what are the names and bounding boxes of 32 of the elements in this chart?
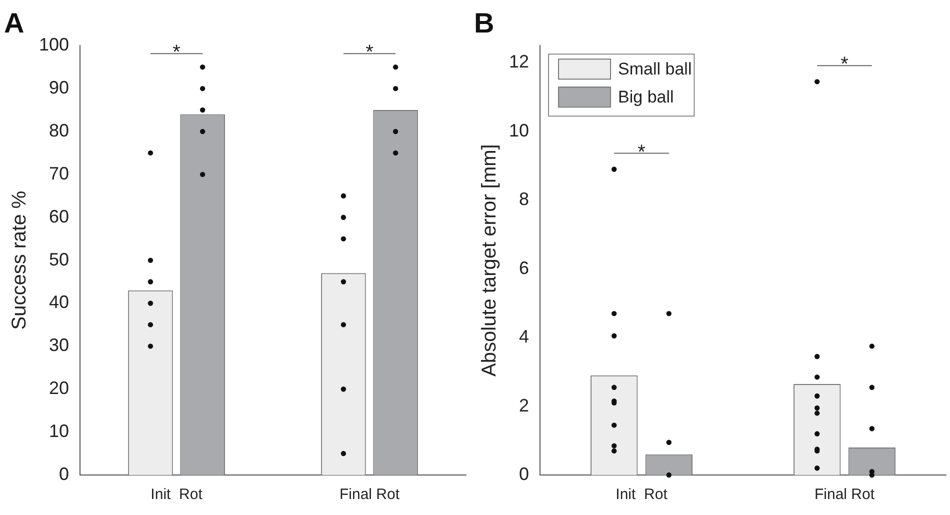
x-tick-label: Final Rot bbox=[814, 486, 876, 504]
y-tick-label: 20 bbox=[49, 378, 70, 398]
legend-label: Big ball bbox=[618, 87, 674, 106]
y-tick-label: 60 bbox=[49, 206, 70, 226]
chart-title: A bbox=[4, 8, 24, 39]
y-tick-label: 6 bbox=[519, 258, 530, 278]
y-tick-label: 50 bbox=[49, 249, 70, 270]
annotation: * bbox=[172, 42, 181, 64]
chart-title: B bbox=[474, 8, 494, 39]
y-tick-label: 90 bbox=[49, 78, 70, 98]
annotation: * bbox=[638, 141, 646, 164]
y-tick-label: 80 bbox=[49, 120, 70, 140]
x-tick-label: Final Rot bbox=[339, 486, 400, 504]
y-tick-label: 10 bbox=[49, 421, 70, 442]
y-axis-title: Success rate % bbox=[8, 190, 31, 330]
legend-label: Small ball bbox=[618, 59, 692, 78]
annotation: * bbox=[840, 54, 849, 76]
x-tick-label: Init Rot bbox=[616, 486, 668, 504]
y-tick-label: 30 bbox=[49, 335, 70, 356]
y-tick-label: 100 bbox=[38, 34, 70, 55]
y-tick-label: 10 bbox=[508, 120, 530, 140]
y-tick-label: 2 bbox=[519, 395, 530, 416]
y-tick-label: 70 bbox=[49, 163, 70, 184]
y-tick-label: 40 bbox=[49, 292, 70, 312]
y-tick-label: 8 bbox=[519, 189, 530, 210]
y-tick-label: 0 bbox=[59, 464, 70, 484]
x-tick-label: Init Rot bbox=[150, 486, 204, 504]
y-axis-title: Absolute target error [mm] bbox=[478, 144, 501, 376]
y-tick-label: 4 bbox=[519, 326, 530, 347]
y-tick-label: 0 bbox=[519, 464, 530, 484]
y-tick-label: 12 bbox=[508, 52, 530, 72]
annotation: * bbox=[366, 42, 374, 64]
